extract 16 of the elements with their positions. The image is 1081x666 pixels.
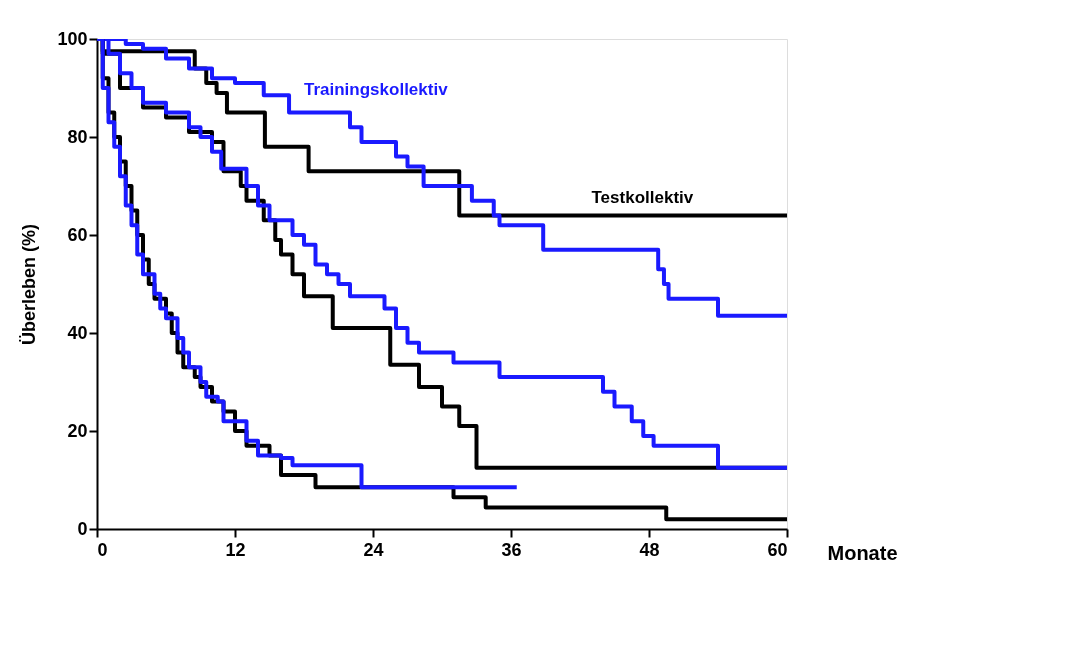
x-tick-label: 60 bbox=[767, 539, 788, 560]
y-tick-label: 40 bbox=[67, 322, 88, 343]
x-tick-label: 48 bbox=[639, 539, 660, 560]
y-tick-label: 0 bbox=[77, 518, 88, 539]
x-tick-label: 24 bbox=[363, 539, 384, 560]
x-axis-title: Monate bbox=[827, 541, 898, 564]
x-tick-label: 36 bbox=[501, 539, 522, 560]
y-tick-label: 80 bbox=[67, 126, 88, 147]
y-axis-title: Überleben (%) bbox=[19, 223, 40, 346]
y-tick-label: 60 bbox=[67, 224, 88, 245]
y-tick-label: 100 bbox=[57, 28, 88, 49]
series-label: Testkollektiv bbox=[591, 188, 694, 208]
y-tick-label: 20 bbox=[67, 420, 88, 441]
series-label: Trainingskollektiv bbox=[304, 80, 449, 100]
x-tick-label: 12 bbox=[225, 539, 246, 560]
x-tick-label: 0 bbox=[97, 539, 108, 560]
